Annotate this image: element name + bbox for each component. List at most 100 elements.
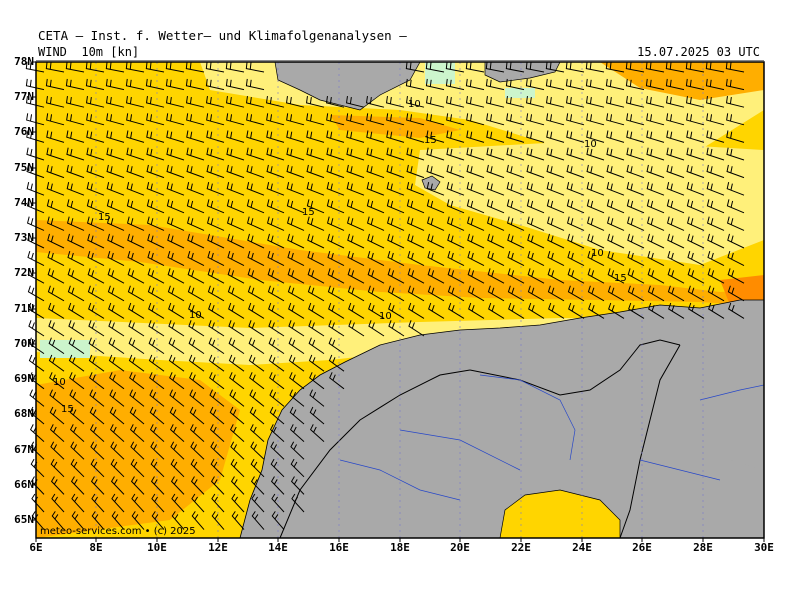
wind-barb: [725, 96, 745, 108]
wind-barb: [528, 302, 545, 319]
header-divider: [36, 60, 764, 61]
wind-barb: [405, 61, 425, 73]
wind-barb: [347, 285, 365, 302]
wind-barb: [250, 476, 265, 495]
wind-barb: [465, 78, 485, 91]
wind-barb: [486, 113, 505, 126]
wind-barb: [107, 233, 125, 249]
wind-barb: [250, 458, 265, 478]
wind-barb: [706, 130, 725, 143]
wind-barb: [366, 182, 385, 196]
wind-barb: [288, 320, 305, 337]
wind-barb: [585, 78, 605, 91]
wind-barb: [231, 511, 245, 530]
wind-barb: [486, 182, 505, 196]
wind-barb: [326, 113, 345, 126]
wind-barb: [149, 372, 165, 390]
wind-barb: [270, 441, 285, 460]
wind-barb: [426, 164, 445, 179]
wind-barb: [46, 113, 65, 126]
land-scandinavia: [239, 299, 765, 539]
wind-barb: [147, 251, 165, 267]
wind-barb: [306, 216, 325, 231]
wind-barb: [88, 354, 105, 372]
wind-barb: [646, 199, 665, 214]
wind-barb: [46, 164, 65, 179]
wind-barb: [385, 96, 405, 108]
wind-barb: [145, 96, 165, 108]
wind-barb: [225, 78, 245, 91]
wind-barb: [70, 458, 85, 478]
wind-barb: [49, 372, 65, 390]
wind-barb: [170, 476, 185, 495]
wind-barb: [286, 216, 305, 231]
wind-barb: [486, 164, 505, 179]
wind-barb: [226, 147, 245, 161]
lat-label: 66N: [14, 478, 34, 491]
wind-barb: [266, 164, 285, 179]
wind-barb: [185, 61, 205, 73]
wind-barb: [386, 130, 405, 143]
wind-barb: [108, 354, 125, 372]
wind-barb: [407, 251, 425, 267]
wind-barb: [407, 233, 425, 249]
wind-barb: [686, 199, 705, 214]
wind-barb: [726, 216, 745, 231]
contour-label: 15: [302, 207, 315, 218]
wind-barb: [185, 78, 205, 91]
wind-barb: [26, 164, 45, 179]
wind-barb: [248, 302, 265, 319]
wind-barb: [126, 113, 145, 126]
wind-barb: [368, 302, 385, 319]
wind-barb: [106, 113, 125, 126]
wind-barb: [88, 320, 105, 337]
lat-label: 74N: [14, 196, 34, 209]
wind-barb: [408, 320, 425, 337]
wind-barb: [46, 130, 65, 143]
wind-barb: [48, 354, 65, 372]
wind-barb: [646, 216, 665, 231]
wind-barb: [706, 199, 725, 214]
wind-barb: [47, 285, 65, 302]
wind-barb: [165, 96, 185, 108]
wind-barb: [108, 302, 125, 319]
lat-label: 78N: [14, 55, 34, 68]
wind-barb: [607, 268, 625, 284]
wind-barb: [507, 285, 525, 302]
gulf-of-bothnia: [499, 489, 621, 539]
wind-barb: [347, 233, 365, 249]
wind-barb: [526, 164, 545, 179]
wind-barb: [667, 233, 685, 249]
wind-barb: [169, 424, 185, 442]
lat-label: 76N: [14, 125, 34, 138]
wind-barb: [427, 285, 445, 302]
wind-barb: [146, 147, 165, 161]
wind-barb: [208, 302, 225, 319]
wind-barb: [446, 199, 465, 214]
wind-barb: [306, 199, 325, 214]
wind-barb: [128, 302, 145, 319]
wind-barb: [165, 61, 185, 73]
wind-barb: [186, 113, 205, 126]
wind-barb: [249, 424, 265, 442]
wind-barb: [47, 268, 65, 284]
wind-barb: [446, 147, 465, 161]
wind-barb: [105, 78, 125, 91]
wind-barb: [246, 216, 265, 231]
wind-barb: [665, 78, 685, 91]
wind-barb: [126, 147, 145, 161]
wind-barb: [166, 164, 185, 179]
land-bear-island: [421, 175, 441, 191]
contour-label: 10: [379, 311, 392, 322]
wind-barb: [329, 372, 345, 390]
wind-barb: [45, 96, 65, 108]
wind-barb: [127, 251, 145, 267]
border-finland: [469, 339, 681, 396]
wind-barb: [686, 147, 705, 161]
wind-barb: [666, 113, 685, 126]
wind-barb: [467, 233, 485, 249]
wind-barb: [171, 493, 185, 513]
wind-barb: [607, 251, 625, 267]
wind-barb: [305, 96, 325, 108]
wind-barb: [45, 61, 65, 73]
